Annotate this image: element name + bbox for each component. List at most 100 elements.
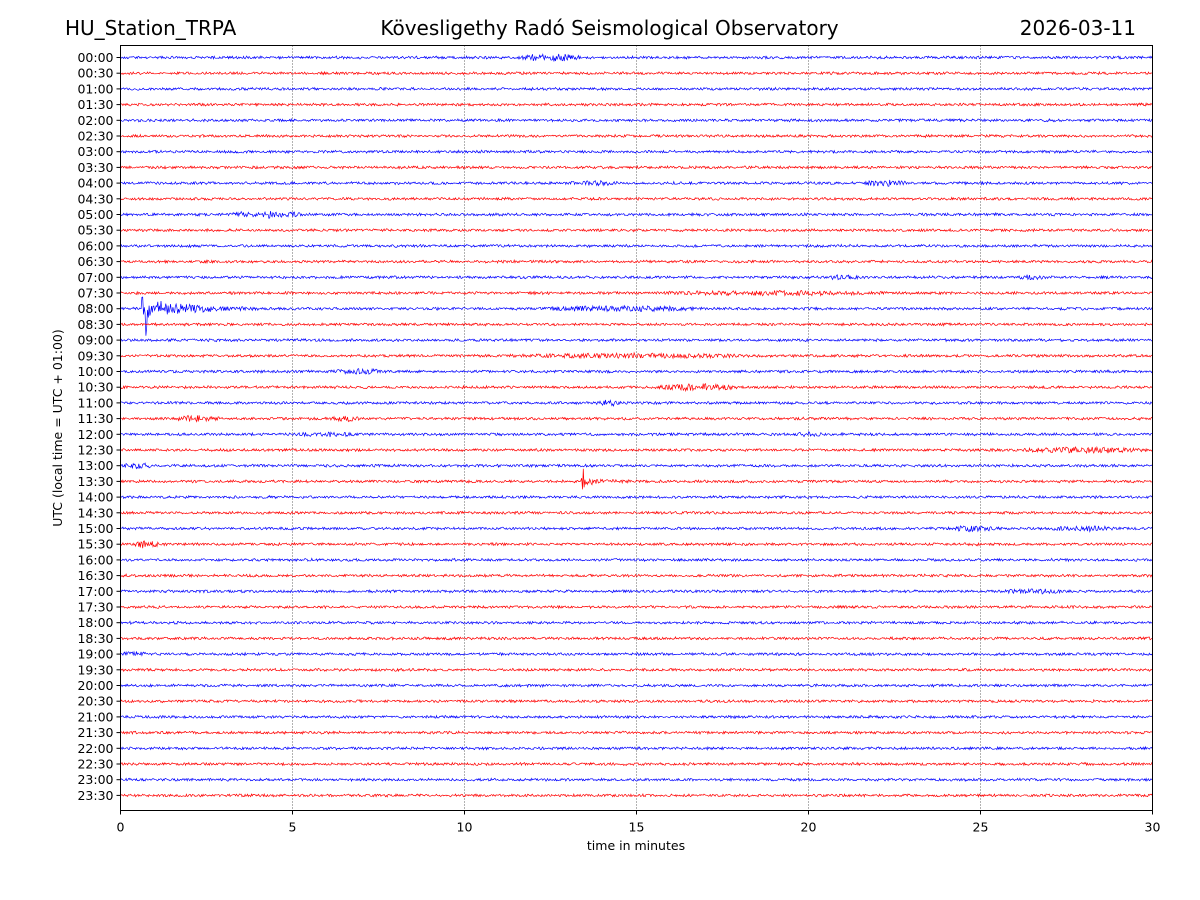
y-tick-label: 07:00 <box>77 270 113 285</box>
x-tick-label: 0 <box>117 820 125 835</box>
trace-row <box>120 714 1153 720</box>
y-tick-label: 15:30 <box>77 537 113 552</box>
x-tick-label: 25 <box>973 820 989 835</box>
trace-row <box>120 86 1153 92</box>
trace-row <box>120 510 1153 516</box>
y-tick-label: 00:30 <box>77 66 113 81</box>
trace-row <box>120 683 1153 689</box>
y-tick-label: 17:30 <box>77 600 113 615</box>
trace-row <box>120 179 1153 187</box>
chart-date: 2026-03-11 <box>1019 16 1136 40</box>
y-tick-label: 01:30 <box>77 97 113 112</box>
trace-row <box>120 53 1153 62</box>
trace-row <box>120 745 1153 751</box>
trace-row <box>120 667 1153 673</box>
trace-row <box>120 274 1153 281</box>
x-tick-label: 5 <box>289 820 297 835</box>
x-tick-label: 15 <box>629 820 645 835</box>
y-tick-label: 10:30 <box>77 380 113 395</box>
trace-row <box>120 383 1153 393</box>
y-tick-label: 13:00 <box>77 458 113 473</box>
y-tick-label: 12:00 <box>77 427 113 442</box>
x-tick-label: 20 <box>801 820 817 835</box>
trace-row <box>120 445 1153 455</box>
y-tick-label: 13:30 <box>77 474 113 489</box>
trace-row <box>120 337 1153 343</box>
y-tick-label: 06:00 <box>77 238 113 253</box>
y-tick-label: 07:30 <box>77 286 113 301</box>
trace-row <box>120 70 1153 76</box>
y-tick-label: 11:00 <box>77 395 113 410</box>
x-tick-label: 30 <box>1145 820 1161 835</box>
y-tick-label: 21:30 <box>77 725 113 740</box>
y-axis-label: UTC (local time = UTC + 01:00) <box>50 329 65 527</box>
trace-row <box>120 289 1153 297</box>
trace-row <box>120 730 1153 736</box>
trace-row <box>120 164 1153 170</box>
trace-row <box>120 462 1153 470</box>
trace-row <box>120 414 1153 423</box>
x-axis: 0 5 10 15 20 25 30 <box>117 810 1161 835</box>
trace-row <box>120 227 1153 233</box>
trace-row <box>120 698 1153 704</box>
y-tick-label: 12:30 <box>77 443 113 458</box>
y-tick-label: 21:00 <box>77 709 113 724</box>
trace-row <box>120 573 1153 579</box>
trace-row <box>120 468 1153 490</box>
y-tick-label: 03:00 <box>77 144 113 159</box>
seismic-traces <box>120 53 1153 798</box>
y-tick-label: 05:30 <box>77 223 113 238</box>
y-tick-label: 16:30 <box>77 568 113 583</box>
trace-row <box>120 761 1153 767</box>
trace-row <box>120 149 1153 155</box>
y-tick-label: 11:30 <box>77 411 113 426</box>
trace-row <box>120 525 1153 533</box>
trace-row <box>120 258 1153 265</box>
y-tick-label: 05:00 <box>77 207 113 222</box>
trace-row <box>120 243 1153 249</box>
y-tick-label: 22:30 <box>77 757 113 772</box>
trace-row <box>120 367 1153 375</box>
trace-row <box>120 557 1153 563</box>
y-tick-label: 03:30 <box>77 160 113 175</box>
y-tick-label: 09:00 <box>77 333 113 348</box>
trace-row <box>120 792 1153 798</box>
trace-row <box>120 351 1153 360</box>
trace-row <box>120 430 1153 438</box>
trace-row <box>120 321 1153 327</box>
station-name: HU_Station_TRPA <box>65 16 237 40</box>
x-tick-label: 10 <box>457 820 473 835</box>
y-tick-label: 01:00 <box>77 81 113 96</box>
trace-row <box>120 399 1153 407</box>
y-tick-label: 00:00 <box>77 50 113 65</box>
y-tick-label: 23:00 <box>77 772 113 787</box>
trace-row <box>120 210 1153 219</box>
y-tick-label: 08:00 <box>77 301 113 316</box>
trace-row <box>120 587 1153 595</box>
y-tick-label: 18:30 <box>77 631 113 646</box>
y-tick-label: 23:30 <box>77 788 113 803</box>
y-tick-label: 15:00 <box>77 521 113 536</box>
y-tick-label: 18:00 <box>77 615 113 630</box>
trace-row <box>120 133 1153 139</box>
trace-row <box>120 777 1153 783</box>
trace-row <box>120 296 1153 336</box>
trace-row <box>120 494 1153 500</box>
trace-row <box>120 540 1153 549</box>
y-tick-label: 02:30 <box>77 129 113 144</box>
y-tick-label: 09:30 <box>77 348 113 363</box>
y-tick-label: 20:00 <box>77 678 113 693</box>
x-axis-label: time in minutes <box>587 838 685 853</box>
x-grid <box>292 45 981 811</box>
y-tick-label: 20:30 <box>77 694 113 709</box>
chart-title: Kövesligethy Radó Seismological Observat… <box>380 16 839 40</box>
y-tick-label: 16:00 <box>77 552 113 567</box>
trace-row <box>120 620 1153 626</box>
y-tick-label: 04:30 <box>77 191 113 206</box>
y-tick-label: 06:30 <box>77 254 113 269</box>
y-tick-label: 14:00 <box>77 490 113 505</box>
y-tick-label: 10:00 <box>77 364 113 379</box>
y-tick-label: 04:00 <box>77 176 113 191</box>
trace-row <box>120 196 1153 202</box>
